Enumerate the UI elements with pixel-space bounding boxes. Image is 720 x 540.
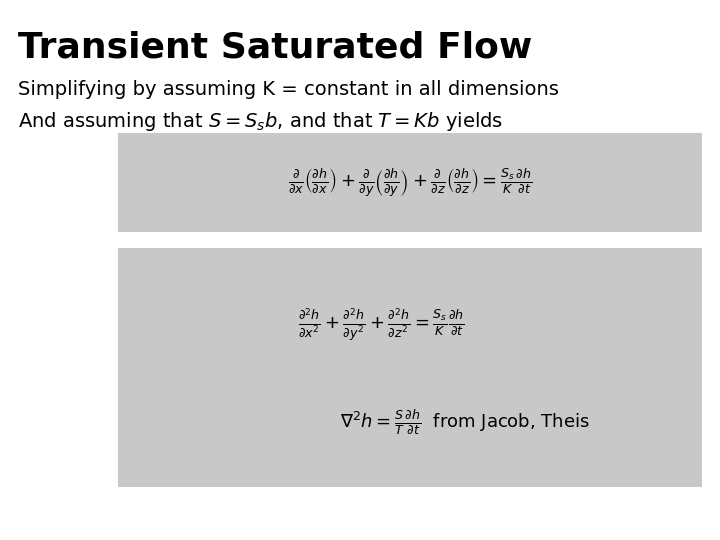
- Text: $\frac{\partial}{\partial x}\left(\frac{\partial h}{\partial x}\right) + \frac{\: $\frac{\partial}{\partial x}\left(\frac{…: [288, 166, 532, 199]
- FancyBboxPatch shape: [118, 248, 702, 487]
- Text: Transient Saturated Flow: Transient Saturated Flow: [18, 30, 532, 64]
- Text: Simplifying by assuming K = constant in all dimensions: Simplifying by assuming K = constant in …: [18, 80, 559, 99]
- Text: And assuming that $S = S_s b$, and that $T = Kb$ yields: And assuming that $S = S_s b$, and that …: [18, 110, 503, 133]
- Text: $\nabla^2 h = \frac{S}{T}\frac{\partial h}{\partial t}$  from Jacob, Theis: $\nabla^2 h = \frac{S}{T}\frac{\partial …: [341, 407, 590, 436]
- Text: $\frac{\partial^2 h}{\partial x^2} + \frac{\partial^2 h}{\partial y^2} + \frac{\: $\frac{\partial^2 h}{\partial x^2} + \fr…: [298, 307, 464, 344]
- FancyBboxPatch shape: [118, 133, 702, 232]
